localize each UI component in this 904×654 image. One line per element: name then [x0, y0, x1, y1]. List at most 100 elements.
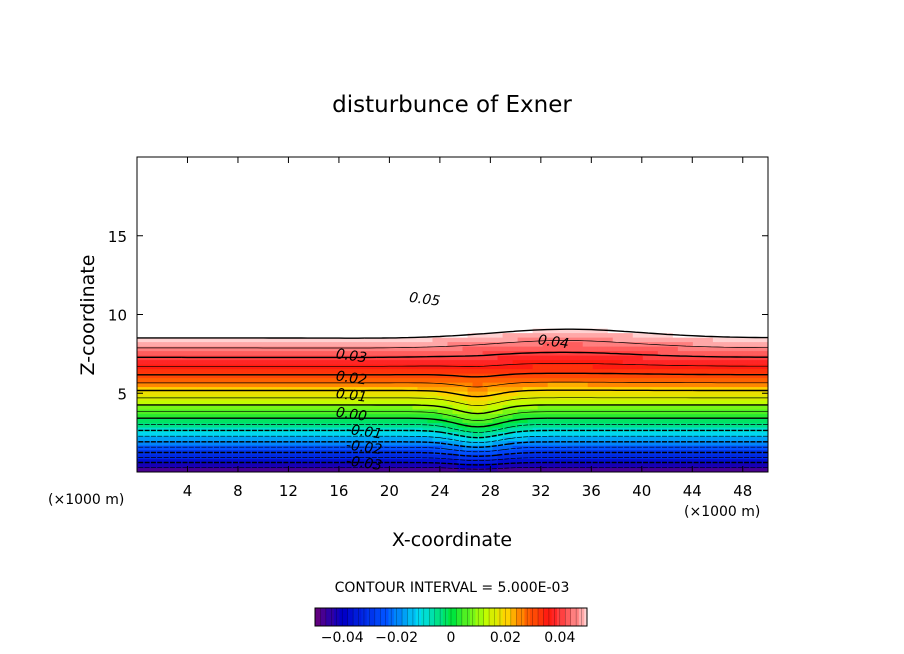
contour-cell — [527, 409, 534, 415]
contour-cell — [422, 350, 429, 356]
contour-cell — [177, 431, 183, 437]
contour-cell — [347, 391, 353, 397]
contour-cell — [562, 440, 569, 446]
contour-cell — [267, 350, 273, 356]
contour-cell — [347, 292, 353, 298]
contour-cell — [422, 323, 429, 329]
contour-cell — [202, 328, 208, 334]
contour-cell — [502, 368, 509, 374]
contour-cell — [437, 445, 444, 451]
contour-cell — [712, 310, 719, 316]
contour-cell — [482, 445, 489, 451]
contour-cell — [157, 368, 163, 374]
contour-cell — [727, 377, 734, 383]
contour-cell — [607, 368, 614, 374]
contour-cell — [737, 400, 744, 406]
contour-cell — [432, 431, 439, 437]
contour-cell — [372, 404, 378, 410]
contour-cell — [317, 350, 323, 356]
contour-cell — [232, 463, 238, 469]
contour-cell — [752, 400, 759, 406]
contour-cell — [707, 436, 714, 442]
contour-cell — [572, 296, 579, 302]
contour-cell — [212, 427, 218, 433]
contour-cell — [462, 431, 469, 437]
contour-cell — [467, 346, 474, 352]
contour-cell — [657, 332, 664, 338]
contour-cell — [257, 296, 263, 302]
contour-cell — [377, 373, 383, 379]
contour-cell — [192, 440, 198, 446]
contour-cell — [237, 454, 243, 460]
contour-cell — [387, 440, 394, 446]
contour-cell — [612, 382, 619, 388]
contour-cell — [402, 404, 409, 410]
contour-cell — [692, 346, 699, 352]
contour-cell — [762, 422, 768, 428]
contour-cell — [597, 467, 604, 472]
contour-cell — [182, 350, 188, 356]
contour-cell — [272, 431, 278, 437]
contour-cell — [727, 314, 734, 320]
contour-cell — [297, 296, 303, 302]
contour-cell — [577, 418, 584, 424]
contour-cell — [272, 373, 278, 379]
contour-cell — [662, 346, 669, 352]
contour-cell — [447, 301, 454, 307]
contour-cell — [607, 305, 614, 311]
contour-cell — [497, 427, 504, 433]
contour-cell — [472, 341, 479, 347]
contour-cell — [667, 422, 674, 428]
contour-cell — [657, 463, 664, 469]
contour-cell — [732, 319, 739, 325]
contour-cell — [622, 332, 629, 338]
contour-cell — [677, 458, 684, 464]
contour-cell — [702, 337, 709, 343]
contour-cell — [442, 391, 449, 397]
contour-cell — [497, 440, 504, 446]
contour-cell — [667, 355, 674, 361]
contour-cell — [582, 431, 589, 437]
contour-cell — [607, 364, 614, 370]
contour-cell — [642, 310, 649, 316]
contour-cell — [272, 319, 278, 325]
contour-cell — [692, 332, 699, 338]
contour-cell — [202, 382, 208, 388]
contour-cell — [677, 463, 684, 469]
contour-cell — [542, 458, 549, 464]
contour-cell — [372, 400, 378, 406]
contour-cell — [202, 310, 208, 316]
contour-cell — [147, 346, 153, 352]
contour-cell — [142, 391, 148, 397]
contour-cell — [422, 463, 429, 469]
contour-cell — [482, 463, 489, 469]
contour-cell — [232, 323, 238, 329]
contour-cell — [662, 386, 669, 392]
contour-cell — [397, 337, 404, 343]
contour-cell — [172, 404, 178, 410]
contour-cell — [152, 337, 158, 343]
contour-cell — [747, 377, 754, 383]
contour-cell — [302, 454, 308, 460]
contour-cell — [382, 314, 388, 320]
contour-cell — [317, 328, 323, 334]
contour-cell — [472, 404, 479, 410]
contour-cell — [327, 436, 333, 442]
contour-cell — [397, 341, 404, 347]
contour-cell — [487, 391, 494, 397]
contour-cell — [752, 310, 759, 316]
contour-cell — [342, 400, 348, 406]
contour-cell — [232, 467, 238, 472]
contour-cell — [227, 382, 233, 388]
contour-cell — [462, 404, 469, 410]
contour-cell — [287, 400, 293, 406]
contour-cell — [537, 431, 544, 437]
contour-cell — [182, 328, 188, 334]
contour-cell — [762, 413, 768, 419]
contour-cell — [752, 301, 759, 307]
contour-cell — [377, 404, 383, 410]
contour-cell — [532, 454, 539, 460]
contour-cell — [327, 422, 333, 428]
contour-cell — [257, 436, 263, 442]
contour-cell — [727, 323, 734, 329]
